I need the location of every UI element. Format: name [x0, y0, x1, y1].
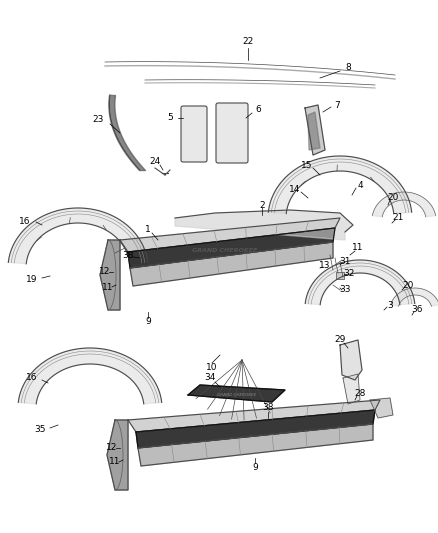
Text: 22: 22: [242, 37, 254, 46]
Text: 23: 23: [92, 116, 104, 125]
Text: 24: 24: [149, 157, 161, 166]
Polygon shape: [340, 340, 362, 380]
Text: 19: 19: [26, 276, 38, 285]
Polygon shape: [372, 192, 436, 217]
FancyBboxPatch shape: [216, 103, 248, 163]
Text: 11: 11: [352, 244, 364, 253]
Text: 11: 11: [109, 457, 121, 466]
Text: 38: 38: [262, 403, 274, 413]
Polygon shape: [370, 398, 393, 418]
Text: 5: 5: [167, 114, 173, 123]
Text: 35: 35: [34, 425, 46, 434]
Polygon shape: [18, 348, 162, 404]
Text: 6: 6: [255, 106, 261, 115]
Polygon shape: [175, 210, 353, 240]
Text: 11: 11: [102, 282, 114, 292]
Polygon shape: [128, 228, 335, 268]
Polygon shape: [305, 260, 415, 305]
Polygon shape: [138, 424, 373, 466]
Bar: [336, 272, 344, 279]
Polygon shape: [8, 208, 148, 264]
Text: 29: 29: [334, 335, 346, 344]
Text: 12: 12: [99, 268, 111, 277]
Text: 9: 9: [145, 318, 151, 327]
Text: 15: 15: [301, 160, 313, 169]
Polygon shape: [136, 410, 375, 448]
Text: 36: 36: [411, 305, 423, 314]
Polygon shape: [391, 288, 438, 306]
Text: 1: 1: [145, 225, 151, 235]
Polygon shape: [120, 218, 340, 252]
Text: 34: 34: [204, 374, 215, 383]
Text: 16: 16: [26, 374, 38, 383]
Polygon shape: [107, 420, 128, 490]
Text: 12: 12: [106, 443, 118, 453]
Polygon shape: [188, 385, 285, 402]
Text: 28: 28: [354, 389, 366, 398]
Text: 16: 16: [19, 217, 31, 227]
Text: 38: 38: [122, 251, 134, 260]
Text: 10: 10: [206, 364, 218, 373]
Text: 14: 14: [290, 185, 301, 195]
Text: 9: 9: [252, 464, 258, 472]
Polygon shape: [100, 240, 120, 310]
Polygon shape: [308, 112, 320, 150]
Polygon shape: [268, 156, 412, 214]
Text: GRAND CHEROKEE: GRAND CHEROKEE: [192, 247, 258, 253]
Text: 3: 3: [387, 301, 393, 310]
Text: 13: 13: [319, 261, 331, 270]
Text: 8: 8: [345, 63, 351, 72]
Text: 31: 31: [339, 257, 351, 266]
FancyBboxPatch shape: [181, 106, 207, 162]
Polygon shape: [305, 105, 325, 155]
Text: 20: 20: [387, 193, 399, 203]
Text: 7: 7: [334, 101, 340, 109]
Text: 4: 4: [357, 181, 363, 190]
Polygon shape: [343, 374, 360, 404]
Polygon shape: [128, 400, 380, 432]
Polygon shape: [130, 242, 333, 286]
Text: GRAND CHEROKEE: GRAND CHEROKEE: [217, 393, 257, 397]
Text: 21: 21: [392, 214, 404, 222]
Text: 33: 33: [339, 286, 351, 295]
Text: 32: 32: [343, 269, 355, 278]
Text: 20: 20: [403, 280, 413, 289]
Text: 2: 2: [259, 200, 265, 209]
